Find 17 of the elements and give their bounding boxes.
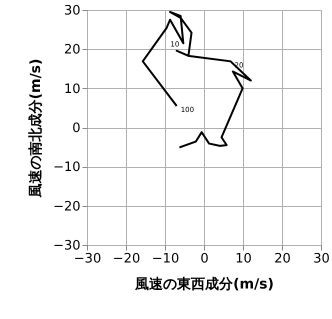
y-tick-label: 30 <box>64 4 80 18</box>
x-tick-label: −10 <box>152 252 180 266</box>
x-axis-title: 風速の東西成分(m/s) <box>134 276 274 292</box>
y-tick-label: −10 <box>53 160 80 176</box>
x-tick-label: 20 <box>274 252 291 266</box>
y-tick-label: 0 <box>72 121 80 136</box>
x-tick-label: −30 <box>74 252 102 266</box>
x-tick-label: −20 <box>112 252 140 266</box>
line-series <box>142 10 252 148</box>
x-tick-label: 0 <box>200 252 209 266</box>
y-tick-label: 10 <box>64 82 80 97</box>
y-tick-label: −20 <box>53 199 80 214</box>
y-tick-label: 20 <box>64 42 80 58</box>
x-tick-label: 10 <box>235 252 252 266</box>
x-tick-label: 30 <box>313 252 330 266</box>
y-tick-label: −30 <box>53 238 80 254</box>
y-axis-title: 風速の南北成分(m/s) <box>28 58 44 198</box>
